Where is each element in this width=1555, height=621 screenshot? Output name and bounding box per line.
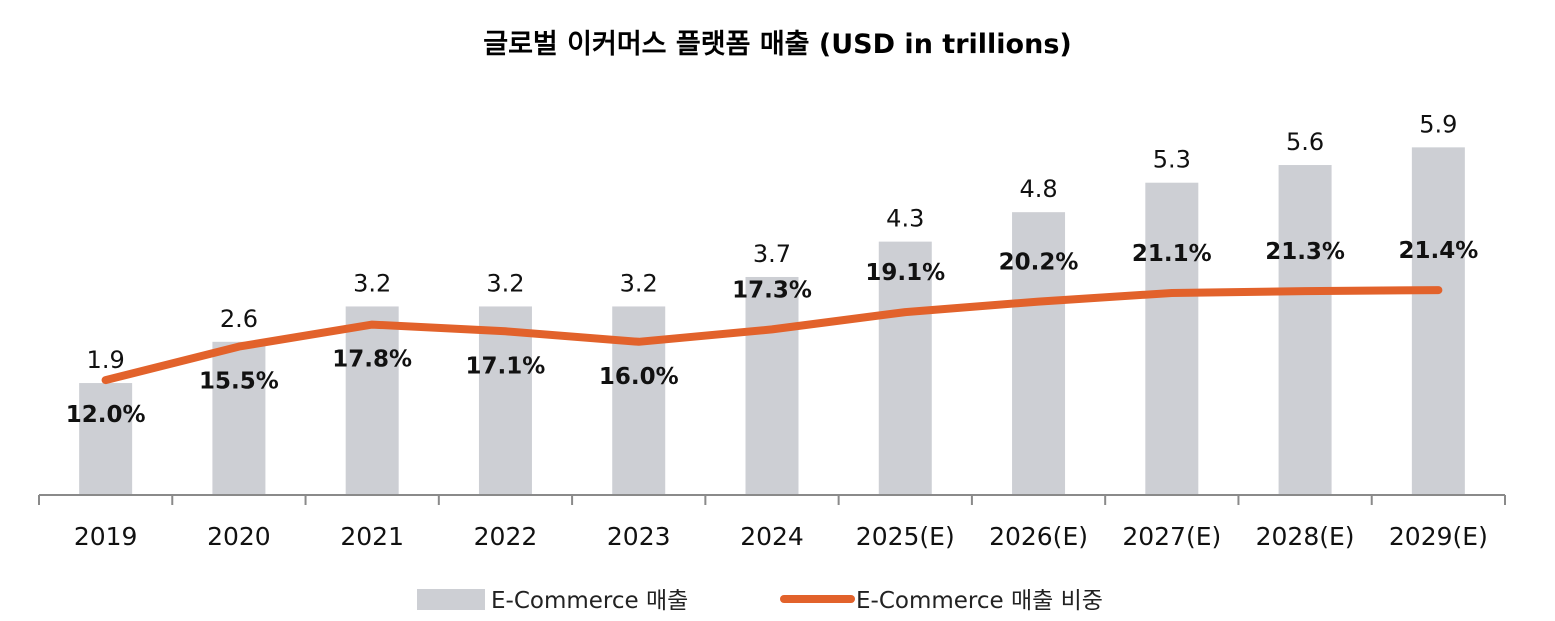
legend-bar-label: E-Commerce 매출 [491, 588, 688, 614]
share-label: 21.3% [1265, 239, 1345, 265]
legend-bar-swatch [417, 589, 485, 610]
share-label: 17.1% [466, 353, 546, 379]
bar [878, 241, 932, 495]
bar [1278, 165, 1332, 495]
x-tick-label: 2029(E) [1389, 522, 1488, 551]
share-line [101, 286, 1443, 385]
bar [79, 383, 133, 495]
share-label: 15.5% [199, 369, 279, 395]
share-label: 17.3% [732, 277, 812, 303]
x-axis-labels: 2019 2020 2021 2022 2023 2024 2025(E) 2026(E) 20… [74, 522, 1488, 551]
x-axis-ticks [38, 495, 1506, 505]
share-labels: 12.0% 15.5% 17.8% 17.1% 16.0% 17.3% 19.1% 20.2%… [66, 238, 1479, 428]
bar-value-label: 3.2 [486, 269, 524, 297]
x-tick-label: 2027(E) [1122, 522, 1221, 551]
bar [1411, 147, 1465, 495]
bar [1145, 182, 1199, 495]
bar-value-label: 5.9 [1419, 110, 1457, 138]
x-tick-label: 2022 [474, 522, 538, 551]
x-tick-label: 2025(E) [856, 522, 955, 551]
bar [612, 306, 666, 495]
bar-value-label: 4.8 [1019, 175, 1057, 203]
x-tick-label: 2026(E) [989, 522, 1088, 551]
bar-value-label: 1.9 [87, 346, 125, 374]
x-tick-label: 2028(E) [1256, 522, 1355, 551]
bar [478, 306, 532, 495]
share-label: 21.4% [1398, 238, 1478, 264]
bar-value-label: 5.6 [1286, 128, 1324, 156]
bar-value-label: 5.3 [1153, 146, 1191, 174]
bar-series [79, 147, 1465, 495]
bar-value-labels: 1.9 2.6 3.2 3.2 3.2 3.7 4.3 4.8 5.3 5.6 5.9 [87, 110, 1458, 374]
bar [212, 341, 266, 495]
bar-value-label: 3.7 [753, 240, 791, 268]
x-tick-label: 2024 [740, 522, 804, 551]
legend-line-label: E-Commerce 매출 비중 [856, 588, 1103, 614]
share-label: 17.8% [332, 347, 412, 373]
share-label: 19.1% [865, 260, 945, 286]
bar-value-label: 3.2 [620, 269, 658, 297]
bar [745, 276, 799, 495]
bar-value-label: 4.3 [886, 205, 924, 233]
share-label: 21.1% [1132, 241, 1212, 267]
bar-value-label: 2.6 [220, 305, 258, 333]
bar-value-label: 3.2 [353, 269, 391, 297]
share-label: 12.0% [66, 402, 146, 428]
bar [1012, 212, 1066, 495]
legend: E-Commerce 매출 E-Commerce 매출 비중 [417, 588, 1103, 614]
share-label: 20.2% [999, 250, 1079, 276]
x-tick-label: 2021 [340, 522, 404, 551]
bar [345, 306, 399, 495]
x-tick-label: 2023 [607, 522, 671, 551]
x-tick-label: 2019 [74, 522, 138, 551]
share-label: 16.0% [599, 364, 679, 390]
chart-title: 글로벌 이커머스 플랫폼 매출 (USD in trillions) [483, 29, 1072, 60]
x-tick-label: 2020 [207, 522, 271, 551]
